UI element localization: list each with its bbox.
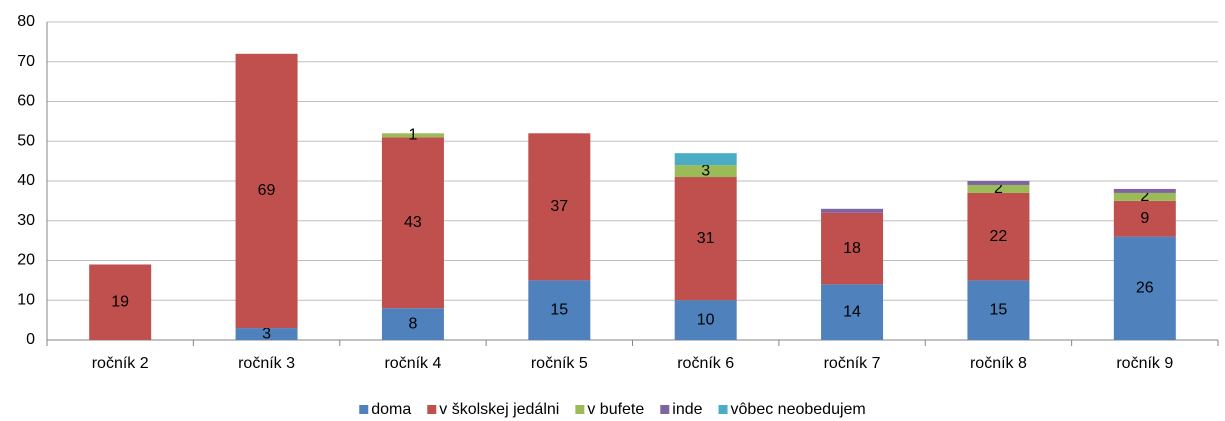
- bar-segment: [674, 165, 737, 178]
- y-tick-label: 70: [17, 53, 35, 70]
- legend-swatch: [427, 405, 437, 414]
- bar-segment: [967, 280, 1030, 340]
- y-tick-label: 10: [17, 291, 35, 308]
- bar-segment: [89, 264, 152, 340]
- bar-segment: [967, 184, 1030, 193]
- legend-label: v školskej jedálni: [439, 401, 559, 418]
- legend-label: inde: [672, 401, 702, 418]
- legend-label: doma: [371, 401, 411, 418]
- data-label: 2: [994, 180, 1003, 197]
- data-label: 15: [550, 301, 568, 318]
- bar-segment: [1113, 200, 1176, 237]
- data-label: 10: [697, 311, 715, 328]
- legend: doma v školskej jedálni v bufete inde vôbec …: [359, 401, 866, 418]
- legend-swatch: [359, 405, 369, 414]
- bar-segment: [381, 137, 444, 309]
- bar-segment: [967, 192, 1030, 281]
- bar-segment: [967, 181, 1030, 185]
- x-tick-label: ročník 8: [970, 355, 1027, 372]
- bar-segment: [821, 208, 884, 213]
- data-label: 9: [1140, 210, 1149, 227]
- bar-segment: [821, 212, 884, 285]
- legend-swatch: [718, 405, 728, 414]
- x-tick-label: ročník 2: [92, 355, 149, 372]
- y-tick-label: 20: [17, 252, 35, 269]
- legend-label: vôbec neobedujem: [731, 401, 866, 418]
- legend-swatch: [660, 405, 670, 414]
- bar-segment: [674, 153, 737, 166]
- data-label: 69: [258, 182, 276, 199]
- data-label: 37: [550, 198, 568, 215]
- bar-segment: [674, 300, 737, 340]
- x-tick-label: ročník 9: [1116, 355, 1173, 372]
- y-tick-label: 40: [17, 172, 35, 189]
- legend-swatch: [575, 405, 585, 414]
- y-tick-label: 50: [17, 132, 35, 149]
- bar-segment: [381, 133, 444, 138]
- bar-segment: [528, 280, 591, 340]
- bar-segment: [528, 133, 591, 281]
- bar-segment: [674, 177, 737, 301]
- data-label: 19: [111, 293, 129, 310]
- bar-segment: [1113, 192, 1176, 201]
- data-label: 14: [843, 303, 861, 320]
- data-label: 43: [404, 214, 422, 231]
- data-label: 15: [990, 301, 1008, 318]
- data-label: 2: [1140, 188, 1149, 205]
- x-tick-label: ročník 4: [384, 355, 441, 372]
- data-label: 1: [408, 127, 417, 144]
- data-label: 8: [408, 315, 417, 332]
- data-label: 31: [697, 230, 715, 247]
- data-label: 3: [262, 325, 271, 342]
- y-tick-label: 60: [17, 93, 35, 110]
- bar-segment: [1113, 236, 1176, 340]
- y-tick-label: 30: [17, 212, 35, 229]
- bar-segment: [381, 308, 444, 340]
- data-label: 22: [990, 228, 1008, 245]
- x-tick-label: ročník 7: [824, 355, 881, 372]
- data-label: 18: [843, 240, 861, 257]
- x-tick-label: ročník 6: [677, 355, 734, 372]
- bar-segment: [235, 53, 298, 329]
- data-label: 3: [701, 162, 710, 179]
- x-tick-label: ročník 3: [238, 355, 295, 372]
- bar-segment: [235, 328, 298, 340]
- data-label: 26: [1136, 280, 1154, 297]
- x-tick-label: ročník 5: [531, 355, 588, 372]
- legend-label: v bufete: [587, 401, 644, 418]
- y-tick-label: 0: [26, 331, 35, 348]
- bar-segment: [1113, 188, 1176, 193]
- y-tick-label: 80: [17, 13, 35, 30]
- bar-segment: [821, 284, 884, 340]
